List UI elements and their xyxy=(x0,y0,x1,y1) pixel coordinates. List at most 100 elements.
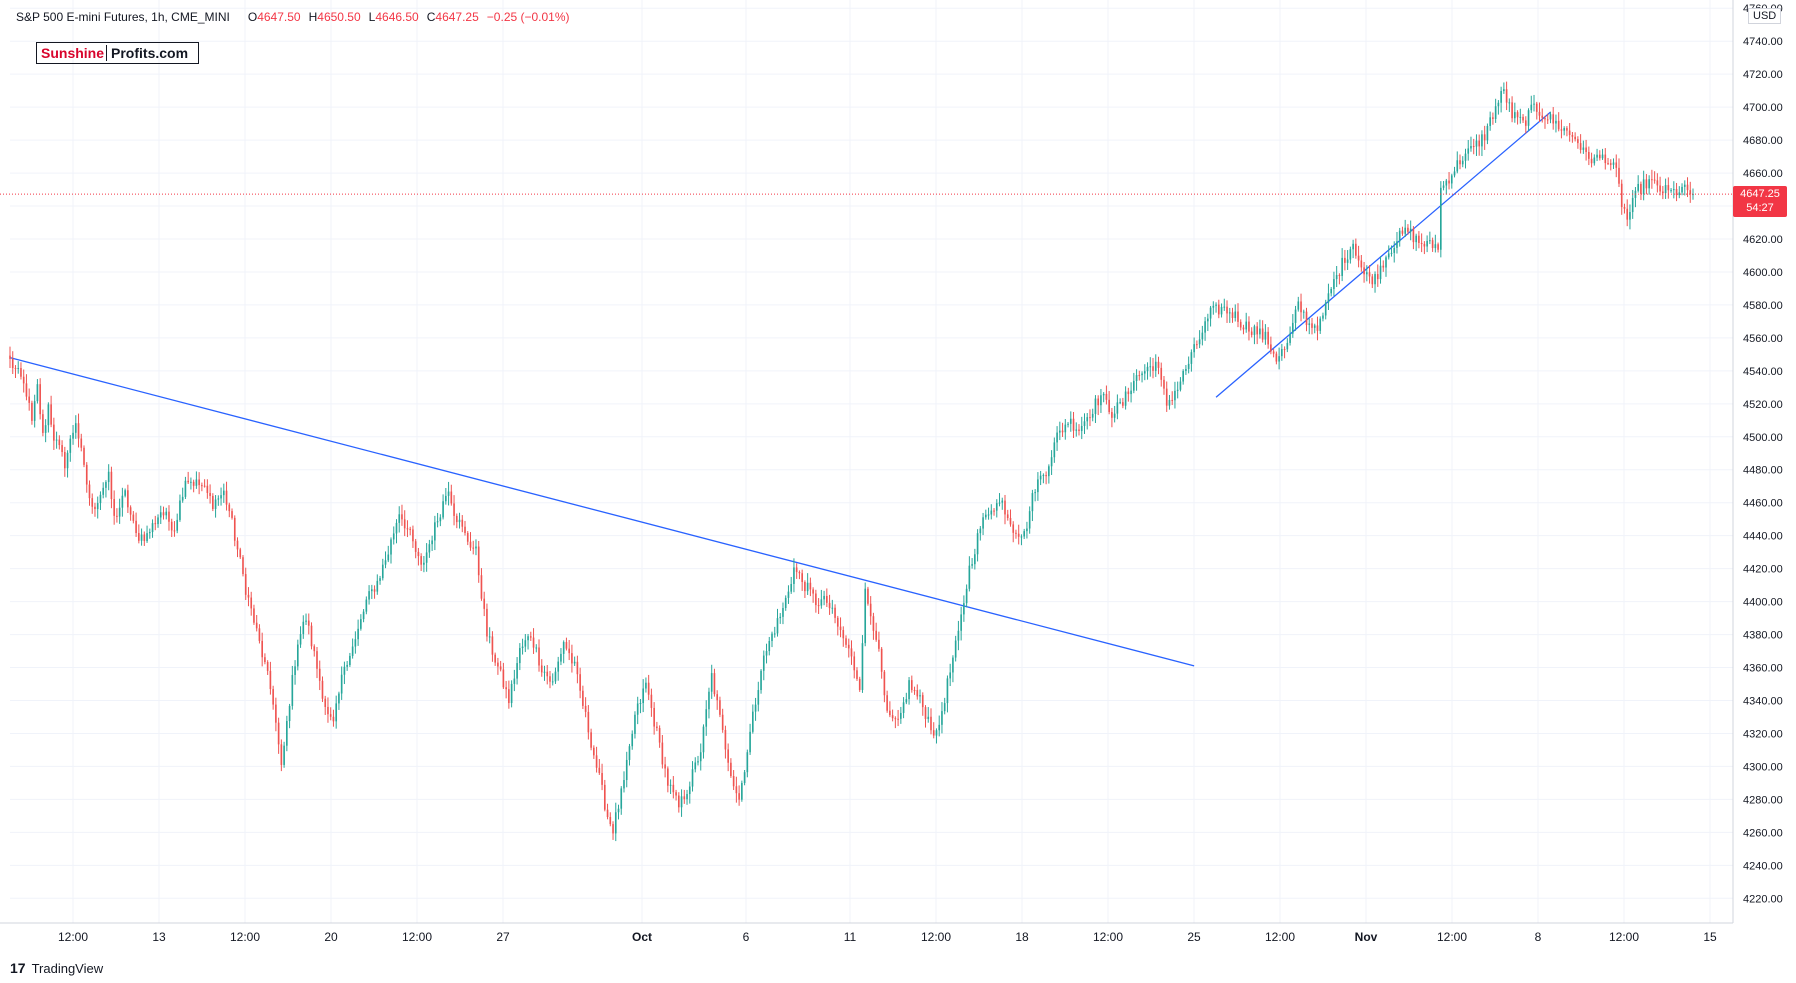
sunshine-profits-watermark: Sunshine Profits.com xyxy=(36,42,200,64)
candle-body xyxy=(477,546,480,576)
candle-body xyxy=(560,653,562,662)
candle-body xyxy=(346,664,348,667)
candle-body xyxy=(236,540,239,550)
candle-body xyxy=(1069,418,1072,424)
candle-body xyxy=(1204,321,1206,333)
candle-body xyxy=(595,755,598,768)
candle-body xyxy=(710,673,713,692)
candle-body xyxy=(157,517,159,525)
candle-body xyxy=(28,396,31,403)
candle-body xyxy=(360,619,362,629)
candle-body xyxy=(867,588,869,604)
candle-body xyxy=(921,695,924,708)
candle-body xyxy=(699,752,702,762)
candle-body xyxy=(593,747,595,756)
candle-body xyxy=(661,742,664,765)
candle-body xyxy=(1376,274,1379,280)
candle-body xyxy=(1297,301,1300,310)
candle-body xyxy=(1615,162,1618,168)
candle-body xyxy=(1324,302,1327,316)
candle-body xyxy=(573,661,576,664)
candle-body xyxy=(1681,186,1683,193)
candle-body xyxy=(1037,479,1039,493)
candle-body xyxy=(930,716,932,731)
symbol-legend[interactable]: S&P 500 E-mini Futures, 1h, CME_MINI O 46… xyxy=(16,10,570,24)
candle-body xyxy=(1075,429,1078,431)
candle-body xyxy=(826,595,828,603)
y-tick-label: 4480.00 xyxy=(1743,465,1783,477)
candle-body xyxy=(1579,143,1582,150)
candle-body xyxy=(1352,243,1354,250)
candle-body xyxy=(414,541,417,552)
candle-body xyxy=(447,491,450,496)
candle-body xyxy=(1418,235,1420,243)
candle-body xyxy=(195,479,198,486)
candle-body xyxy=(1546,119,1549,121)
y-tick-label: 4260.00 xyxy=(1743,827,1783,839)
candle-body xyxy=(318,668,321,681)
candle-body xyxy=(253,608,255,623)
candle-body xyxy=(521,646,524,649)
candle-body xyxy=(1692,194,1694,196)
tradingview-logo[interactable]: 17 TradingView xyxy=(10,960,103,976)
candle-body xyxy=(146,533,148,542)
candle-body xyxy=(702,726,705,753)
candle-body xyxy=(1387,253,1390,258)
candle-body xyxy=(434,522,436,541)
candle-body xyxy=(288,705,291,722)
candle-body xyxy=(943,703,946,712)
candle-body xyxy=(1089,417,1091,419)
candle-body xyxy=(1440,187,1442,250)
candle-body xyxy=(203,485,206,487)
candle-body xyxy=(1028,511,1031,529)
candle-body xyxy=(1379,265,1382,280)
candle-body xyxy=(527,636,529,641)
y-tick-label: 4620.00 xyxy=(1743,234,1783,246)
candle-body xyxy=(524,640,527,647)
candle-body xyxy=(502,669,505,688)
candle-body xyxy=(543,671,546,673)
candle-body xyxy=(1242,327,1245,330)
candle-body xyxy=(387,554,390,561)
candle-body xyxy=(132,514,135,521)
candle-body xyxy=(812,589,814,594)
candle-body xyxy=(442,501,444,518)
candle-body xyxy=(47,404,50,426)
candle-body xyxy=(998,502,1001,504)
candle-body xyxy=(546,671,549,677)
x-tick-label: Nov xyxy=(1355,930,1378,944)
candle-body xyxy=(801,573,803,583)
candle-body xyxy=(124,490,126,496)
candle-body xyxy=(960,614,962,631)
candle-body xyxy=(466,532,469,542)
tradingview-logo-text: TradingView xyxy=(31,960,104,976)
candle-body xyxy=(1374,274,1376,285)
candle-body xyxy=(995,503,998,511)
candle-body xyxy=(631,733,634,747)
candle-body xyxy=(242,557,244,575)
candle-body xyxy=(850,648,853,657)
currency-label[interactable]: USD xyxy=(1748,8,1782,24)
candle-body xyxy=(31,402,33,421)
y-tick-label: 4600.00 xyxy=(1743,267,1783,279)
candle-body xyxy=(1023,531,1026,537)
candle-body xyxy=(423,562,425,565)
candle-body xyxy=(80,438,83,448)
candle-body xyxy=(1272,351,1275,354)
candle-body xyxy=(1163,379,1165,389)
candle-body xyxy=(1015,532,1017,534)
x-tick-label: 12:00 xyxy=(921,930,951,944)
candle-body xyxy=(1133,380,1135,391)
candle-body xyxy=(1434,244,1437,249)
candle-body xyxy=(1067,423,1069,425)
candle-body xyxy=(1349,249,1352,260)
candle-body xyxy=(941,711,943,725)
candle-body xyxy=(206,485,209,493)
candle-body xyxy=(971,564,973,566)
candle-body xyxy=(1530,104,1533,111)
candle-body xyxy=(612,824,614,834)
y-tick-label: 4720.00 xyxy=(1743,69,1783,81)
open-label: O xyxy=(247,10,258,24)
candle-body xyxy=(255,622,258,629)
